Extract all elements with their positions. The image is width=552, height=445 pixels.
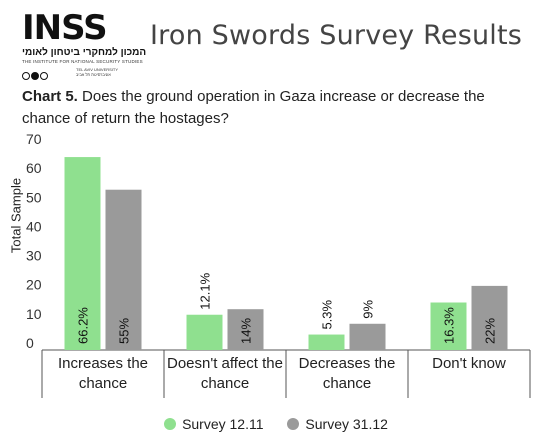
bar-1: [64, 157, 101, 350]
legend-item-survey-1: Survey 12.11: [164, 416, 264, 432]
legend-swatch-survey-2: [287, 418, 300, 430]
data-label: 5.3%: [320, 299, 335, 329]
logo-university-text: TEL AVIV UNIVERSITY אוניברסיטת תל אביב: [76, 67, 119, 77]
legend-item-survey-2: Survey 31.12: [287, 416, 388, 432]
data-label: 9%: [361, 300, 376, 319]
bar-2: [471, 285, 508, 350]
y-tick-label: 60: [26, 160, 42, 176]
x-category-label: Don't know: [432, 355, 506, 372]
legend-label-survey-1: Survey 12.11: [182, 416, 264, 432]
question-text: Does the ground operation in Gaza increa…: [22, 88, 485, 127]
legend: Survey 12.11 Survey 31.12: [0, 416, 552, 433]
chart-number: Chart 5.: [22, 88, 78, 105]
x-category-label: chance: [201, 375, 249, 392]
y-tick-label: 30: [26, 248, 42, 264]
x-category-label: Doesn't affect the: [167, 355, 283, 372]
x-category-label: chance: [323, 375, 371, 392]
bar-2: [105, 189, 142, 350]
chart-question: Chart 5. Does the ground operation in Ga…: [22, 86, 532, 130]
data-label: 22%: [483, 318, 498, 344]
y-tick-label: 70: [26, 131, 42, 147]
legend-swatch-survey-1: [164, 418, 177, 430]
bar-1: [308, 334, 345, 350]
logo-hebrew-text: המכון למחקרי ביטחון לאומי: [22, 47, 147, 58]
y-tick-label: 0: [26, 335, 34, 351]
legend-label-survey-2: Survey 31.12: [305, 416, 388, 432]
data-label: 16.3%: [442, 307, 457, 344]
bar-1: [430, 302, 467, 350]
bar-2: [349, 323, 386, 350]
page-title: Iron Swords Survey Results: [150, 20, 523, 51]
data-label: 66.2%: [76, 307, 91, 344]
logo-english-text: THE INSTITUTE FOR NATIONAL SECURITY STUD…: [22, 59, 143, 64]
bar-2: [227, 309, 264, 350]
x-category-label: chance: [79, 375, 127, 392]
y-tick-label: 50: [26, 189, 42, 205]
bar-1: [186, 314, 223, 350]
logo-circles-icon: [22, 67, 49, 80]
y-tick-label: 10: [26, 306, 42, 322]
data-label: 12.1%: [198, 272, 213, 309]
x-category-label: Increases the: [58, 355, 148, 372]
data-label: 55%: [117, 318, 132, 344]
logo-wordmark: INSS: [22, 8, 108, 48]
y-tick-label: 20: [26, 277, 42, 293]
y-tick-label: 40: [26, 218, 42, 234]
x-category-label: Decreases the: [299, 355, 396, 372]
data-label: 14%: [239, 318, 254, 344]
inss-logo: INSS המכון למחקרי ביטחון לאומי THE INSTI…: [22, 8, 146, 80]
